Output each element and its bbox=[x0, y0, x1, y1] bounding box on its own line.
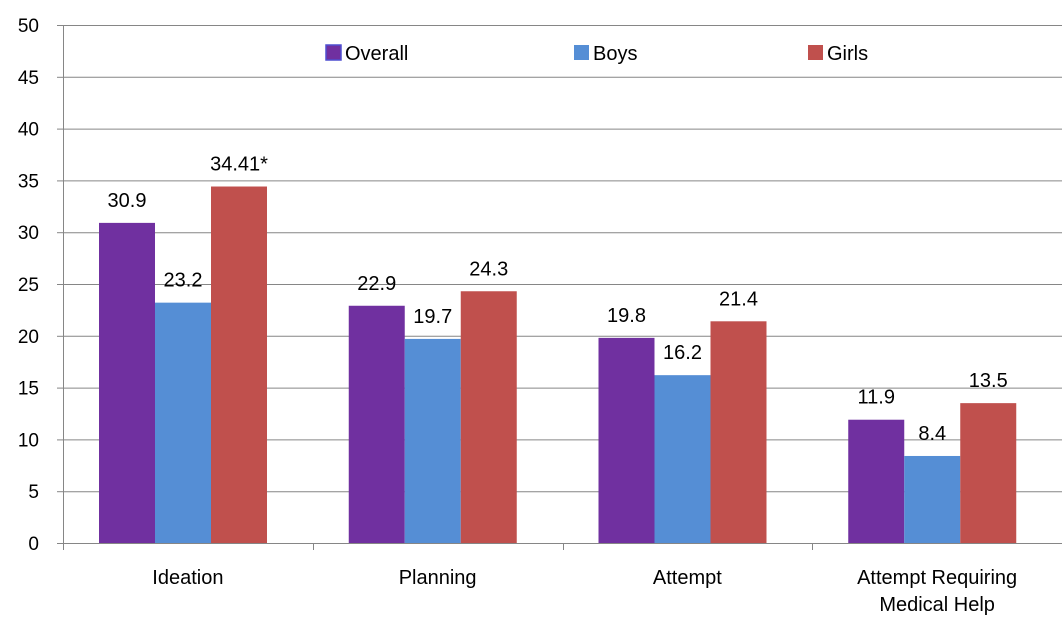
y-axis-ticks: 0 5 10 15 20 25 30 35 40 45 50 bbox=[18, 16, 63, 555]
category-labels: Ideation Planning Attempt Attempt Requiring… bbox=[152, 567, 1017, 616]
bar-overall bbox=[848, 419, 905, 543]
bar-boys bbox=[404, 338, 461, 543]
y-tick-label: 50 bbox=[18, 16, 39, 37]
bar-boys bbox=[654, 375, 711, 543]
data-label-boys: 23.2 bbox=[164, 270, 203, 292]
bars bbox=[99, 186, 1017, 544]
x-tick-label-line: Ideation bbox=[152, 567, 223, 589]
data-label-girls: 24.3 bbox=[469, 258, 508, 280]
bar-overall bbox=[348, 305, 405, 543]
y-tick-label: 45 bbox=[18, 68, 39, 89]
data-label-overall: 19.8 bbox=[607, 305, 646, 327]
bar-boys bbox=[904, 455, 961, 543]
data-label-girls: 34.41* bbox=[210, 154, 268, 176]
data-label-boys: 19.7 bbox=[413, 306, 452, 328]
bar-girls bbox=[710, 321, 767, 543]
x-tick-label-line: Attempt Requiring bbox=[857, 567, 1017, 589]
bar-girls bbox=[460, 291, 517, 543]
legend-item-boys: Boys bbox=[574, 43, 637, 65]
y-tick-label: 25 bbox=[18, 275, 39, 296]
y-tick-label: 20 bbox=[18, 327, 39, 348]
data-label-overall: 22.9 bbox=[357, 273, 396, 295]
bar-overall bbox=[99, 222, 155, 543]
legend-item-overall: Overall bbox=[325, 43, 408, 65]
data-label-overall: 11.9 bbox=[858, 387, 895, 409]
legend-item-girls: Girls bbox=[808, 43, 868, 65]
y-tick-label: 10 bbox=[18, 430, 39, 451]
x-tick-label: Attempt bbox=[653, 567, 722, 589]
x-tick-label: Attempt Requiring Medical Help bbox=[857, 567, 1017, 616]
bar-overall bbox=[598, 337, 655, 543]
x-axis-ticks bbox=[63, 543, 813, 550]
bar-boys bbox=[155, 302, 211, 543]
x-tick-label-line: Attempt bbox=[653, 567, 722, 589]
legend-swatch-girls bbox=[808, 45, 823, 60]
legend-swatch-overall bbox=[325, 44, 342, 61]
bar-girls bbox=[211, 186, 267, 544]
y-tick-label: 35 bbox=[18, 171, 39, 192]
data-label-boys: 16.2 bbox=[663, 342, 702, 364]
x-tick-label: Planning bbox=[399, 567, 477, 589]
legend: Overall Boys Girls bbox=[325, 43, 868, 65]
data-label-boys: 8.4 bbox=[918, 423, 946, 445]
data-label-girls: 21.4 bbox=[719, 288, 758, 310]
legend-label-boys: Boys bbox=[593, 43, 637, 65]
y-tick-label: 15 bbox=[18, 379, 39, 400]
legend-label-overall: Overall bbox=[345, 43, 408, 65]
y-tick-label: 30 bbox=[18, 223, 39, 244]
legend-swatch-boys bbox=[574, 45, 589, 60]
data-labels: 30.9 23.2 34.41* 22.9 19.7 24.3 19.8 16.2 21.4 11… bbox=[108, 154, 1008, 445]
x-tick-label: Ideation bbox=[152, 567, 223, 589]
legend-label-girls: Girls bbox=[827, 43, 868, 65]
y-tick-label: 40 bbox=[18, 120, 39, 141]
bar-girls bbox=[960, 403, 1017, 543]
x-tick-label-line: Medical Help bbox=[879, 594, 995, 616]
x-tick-label-line: Planning bbox=[399, 567, 477, 589]
data-label-girls: 13.5 bbox=[969, 370, 1008, 392]
y-tick-label: 5 bbox=[28, 482, 39, 503]
data-label-overall: 30.9 bbox=[108, 190, 147, 212]
y-tick-label: 0 bbox=[28, 534, 39, 555]
